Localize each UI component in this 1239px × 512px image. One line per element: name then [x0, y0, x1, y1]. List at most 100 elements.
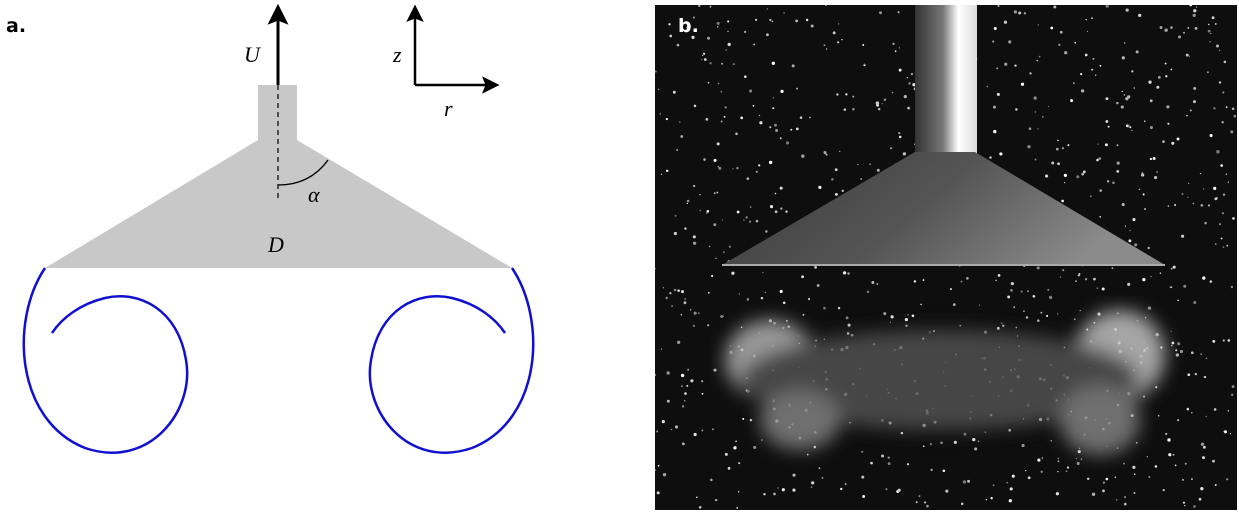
particle: [1024, 12, 1026, 14]
particle: [1129, 230, 1131, 232]
particle: [1076, 458, 1077, 459]
particle: [694, 312, 697, 315]
particle: [844, 108, 846, 110]
particle: [1213, 107, 1215, 109]
particle: [786, 141, 789, 144]
particle: [1148, 306, 1151, 309]
particle: [1178, 36, 1181, 39]
particle: [1014, 65, 1016, 67]
particle: [796, 88, 798, 90]
particle: [1021, 290, 1023, 292]
particle: [1191, 351, 1194, 354]
particle: [1106, 4, 1109, 7]
particle: [1162, 140, 1165, 143]
particle: [1203, 446, 1206, 449]
particle: [790, 129, 792, 131]
particle: [704, 58, 707, 61]
particle: [743, 219, 744, 220]
particle: [1085, 19, 1087, 21]
particle: [780, 207, 782, 209]
particle: [775, 129, 778, 132]
particle: [1176, 353, 1179, 356]
particle: [1193, 203, 1195, 205]
particle: [926, 505, 929, 508]
particle: [746, 216, 748, 218]
particle: [823, 307, 826, 310]
particle: [1228, 410, 1229, 411]
particle: [1158, 415, 1160, 417]
particle: [1105, 97, 1108, 100]
particle: [780, 187, 783, 190]
particle: [727, 31, 728, 32]
particle: [1027, 290, 1029, 292]
particle: [861, 451, 863, 453]
velocity-symbol: U: [244, 42, 262, 67]
particle: [753, 44, 755, 46]
particle: [1182, 479, 1184, 481]
particle: [712, 428, 714, 430]
particle: [682, 405, 684, 407]
particle: [1076, 175, 1079, 178]
photo: [654, 4, 1237, 510]
particle: [867, 291, 870, 294]
particle: [1212, 460, 1215, 463]
particle: [671, 305, 673, 307]
particle: [1078, 274, 1080, 276]
particle: [713, 369, 716, 372]
particle: [1106, 478, 1109, 481]
particle: [826, 48, 827, 49]
particle: [1125, 97, 1128, 100]
particle: [663, 473, 666, 476]
particle: [1099, 65, 1101, 67]
particle: [1002, 325, 1004, 327]
particle: [1077, 462, 1080, 465]
particle: [883, 312, 886, 315]
particle: [777, 487, 778, 488]
particle: [699, 194, 700, 195]
particle: [1015, 327, 1017, 329]
angle-symbol: α: [308, 182, 320, 207]
particle: [708, 82, 710, 84]
particle: [660, 113, 661, 114]
particle: [1116, 499, 1117, 500]
particle: [846, 316, 849, 319]
particle: [1090, 196, 1091, 197]
vortex-right: [370, 268, 533, 453]
particle: [904, 95, 907, 98]
particle: [669, 35, 672, 38]
particle: [907, 314, 908, 315]
particle: [884, 98, 886, 100]
particle: [1091, 69, 1093, 71]
particle: [1037, 128, 1038, 129]
particle: [1112, 182, 1115, 185]
particle: [1208, 24, 1209, 25]
particle: [903, 152, 906, 155]
particle: [738, 462, 740, 464]
particle: [661, 349, 662, 350]
particle: [890, 322, 891, 323]
particle: [914, 280, 916, 282]
particle: [862, 44, 864, 46]
particle: [1056, 492, 1059, 495]
particle: [1081, 89, 1084, 92]
particle: [905, 325, 907, 327]
particle: [891, 315, 894, 318]
particle: [674, 232, 677, 235]
particle: [1219, 50, 1220, 51]
particle: [765, 230, 767, 232]
particle: [1142, 278, 1145, 281]
particle: [1187, 197, 1188, 198]
particle: [732, 168, 733, 169]
particle: [1060, 31, 1063, 34]
particle: [1080, 73, 1082, 75]
particle: [740, 117, 743, 120]
particle: [1012, 475, 1015, 478]
particle: [1037, 319, 1040, 322]
particle: [1196, 6, 1197, 7]
particle: [857, 164, 858, 165]
particle: [687, 200, 690, 203]
particle: [709, 246, 710, 247]
particle: [819, 467, 821, 469]
particle: [979, 305, 980, 306]
particle: [1008, 429, 1011, 432]
